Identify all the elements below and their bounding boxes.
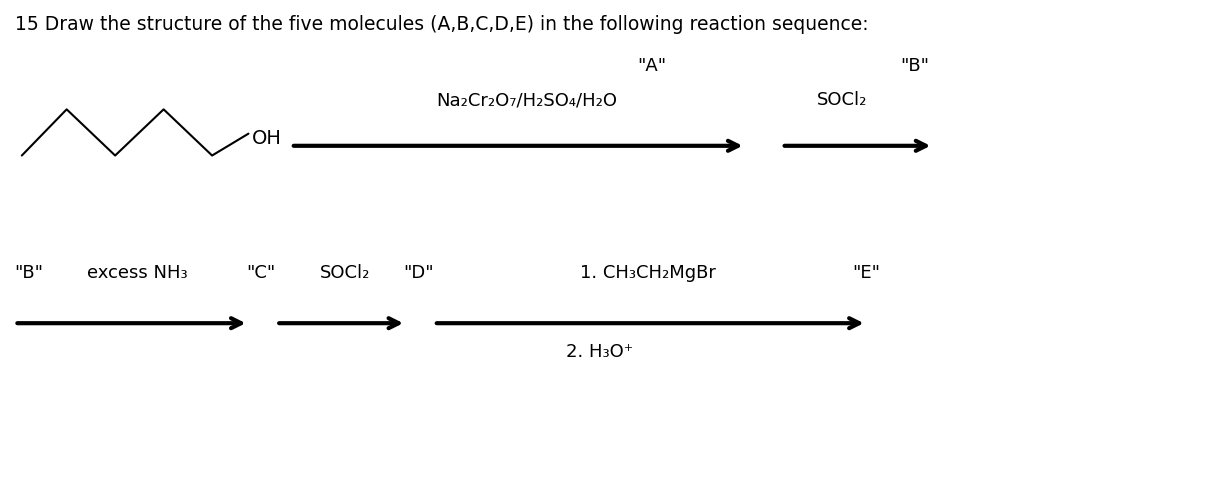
Text: "B": "B" xyxy=(901,57,930,75)
Text: SOCl₂: SOCl₂ xyxy=(320,264,371,282)
Text: 2. H₃O⁺: 2. H₃O⁺ xyxy=(566,343,633,361)
Text: 15 Draw the structure of the five molecules (A,B,C,D,E) in the following reactio: 15 Draw the structure of the five molecu… xyxy=(15,15,868,34)
Text: "D": "D" xyxy=(402,264,434,282)
Text: OH: OH xyxy=(252,129,282,148)
Text: Na₂Cr₂O₇/H₂SO₄/H₂O: Na₂Cr₂O₇/H₂SO₄/H₂O xyxy=(436,91,618,109)
Text: SOCl₂: SOCl₂ xyxy=(817,91,868,109)
Text: "A": "A" xyxy=(638,57,667,75)
Text: excess NH₃: excess NH₃ xyxy=(86,264,188,282)
Text: "B": "B" xyxy=(15,264,44,282)
Text: "E": "E" xyxy=(852,264,881,282)
Text: 1. CH₃CH₂MgBr: 1. CH₃CH₂MgBr xyxy=(581,264,716,282)
Text: "C": "C" xyxy=(246,264,275,282)
